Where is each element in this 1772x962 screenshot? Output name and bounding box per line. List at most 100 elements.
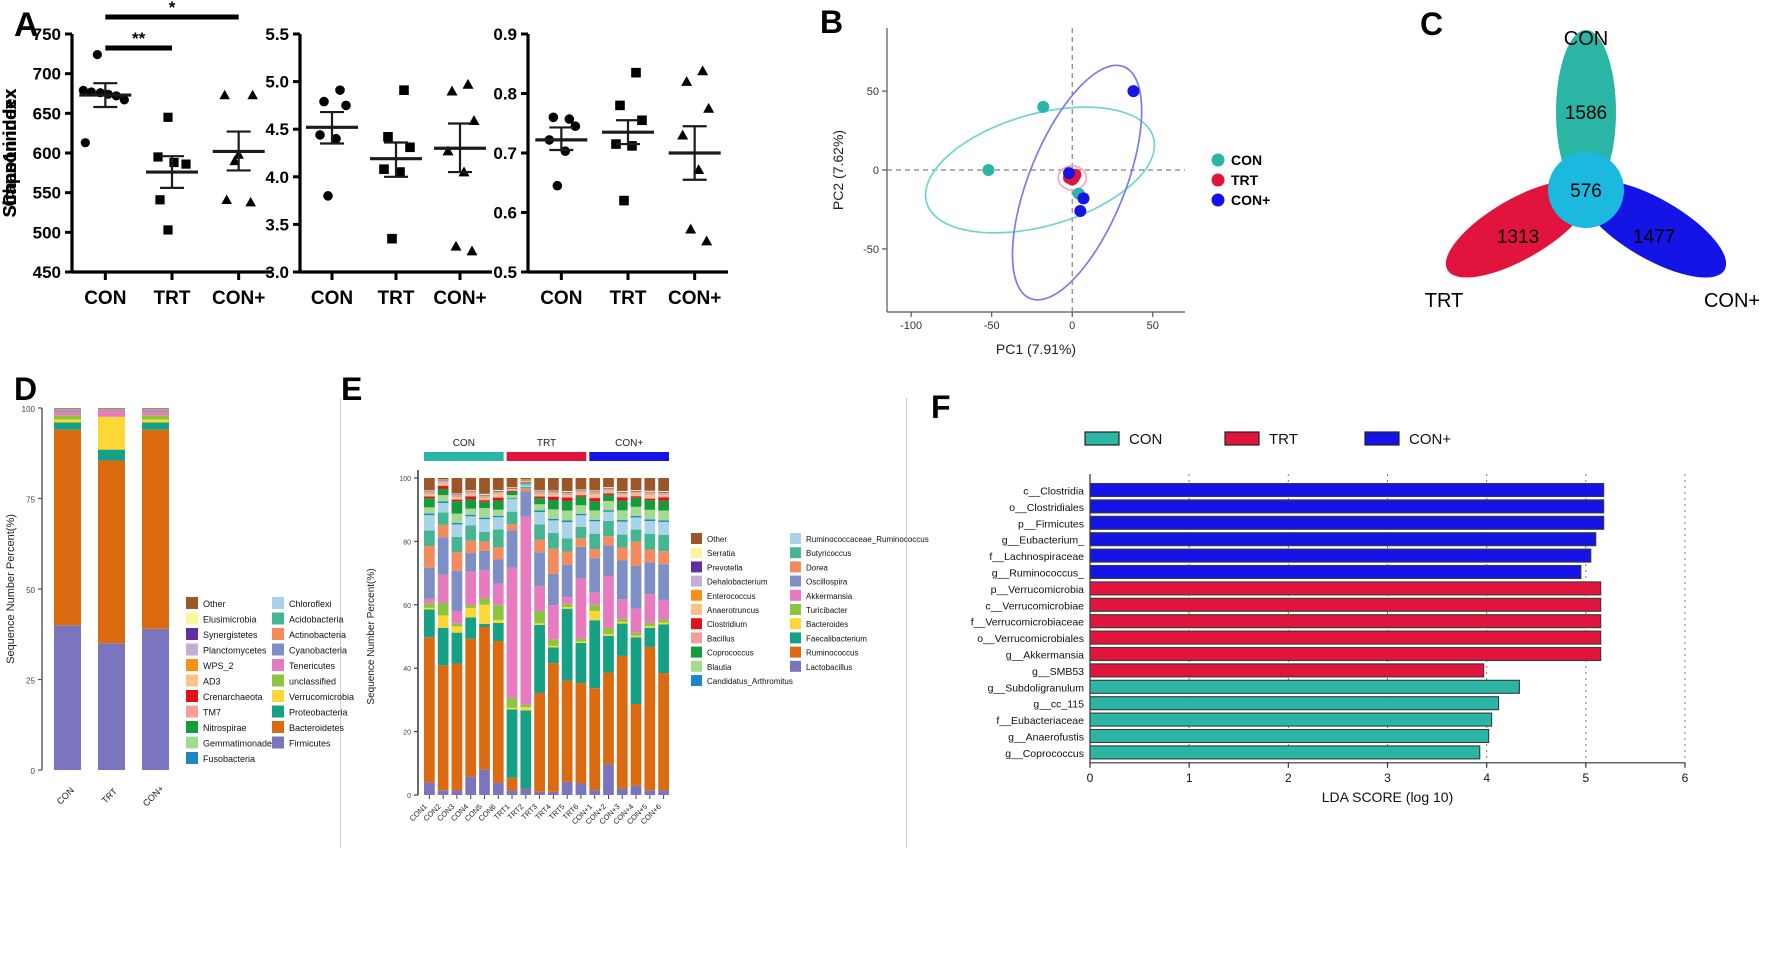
y-tick-label: 4.0: [265, 168, 289, 187]
stack-segment: [465, 776, 477, 795]
stack-segment: [424, 496, 435, 499]
stack-segment: [506, 511, 518, 525]
data-point: [78, 85, 88, 95]
stack-segment: [575, 494, 587, 496]
stack-segment: [520, 479, 532, 481]
stack-segment: [589, 688, 601, 791]
stack-segment: [561, 500, 573, 511]
stack-segment: [589, 491, 601, 492]
stack-segment: [548, 532, 559, 549]
stack-segment: [658, 599, 669, 620]
stack-segment: [424, 637, 435, 783]
legend-label: Synergistetes: [203, 630, 258, 640]
stack-segment: [644, 497, 656, 499]
x-tick-label: TRT: [154, 288, 191, 309]
legend-label: TRT: [1231, 172, 1259, 188]
x-tick-label: CON: [311, 288, 353, 309]
data-point: [619, 195, 629, 206]
stack-segment: [644, 533, 656, 550]
lefse-taxon-label: c__Clostridia: [1023, 486, 1084, 498]
legend-label: Tenericutes: [289, 661, 336, 671]
stack-segment: [465, 617, 477, 639]
stack-segment: [479, 500, 490, 502]
stack-segment: [658, 491, 669, 493]
legend-swatch: [790, 646, 801, 658]
legend-swatch: [186, 659, 198, 671]
legend-swatch: [186, 612, 198, 625]
stack-segment: [603, 634, 614, 636]
stack-segment: [616, 496, 628, 498]
stack-segment: [644, 626, 656, 628]
stack-segment: [589, 620, 601, 689]
panel-label-e: E: [341, 371, 363, 407]
stack-segment: [98, 410, 125, 417]
data-point: [703, 102, 715, 113]
legend-swatch: [691, 561, 702, 573]
stack-segment: [520, 788, 532, 795]
stack-segment: [142, 408, 169, 409]
legend-swatch: [790, 660, 801, 672]
stack-segment: [630, 632, 642, 636]
group-bar-conplus: [589, 452, 669, 461]
data-point: [383, 132, 393, 142]
data-point: [331, 133, 341, 144]
stack-segment: [142, 408, 169, 410]
stack-segment: [561, 478, 573, 492]
legend-label: Acidobacteria: [289, 615, 344, 625]
lefse-taxon-label: g__cc_115: [1033, 699, 1084, 711]
vertical-divider-left: [340, 398, 341, 848]
lefse-taxon-label: f__Verrucomicrobiaceae: [971, 617, 1084, 629]
data-point: [548, 112, 559, 123]
stack-segment: [492, 490, 504, 491]
stack-segment: [630, 608, 642, 633]
stack-segment: [548, 605, 559, 640]
stack-segment: [465, 491, 477, 494]
x-tick-label: -100: [900, 320, 922, 332]
stack-segment: [603, 764, 614, 795]
group-bar-con: [424, 452, 504, 461]
stack-segment: [479, 519, 490, 532]
stack-segment: [589, 790, 601, 795]
stack-segment: [589, 592, 601, 605]
legend-swatch-trt: [1211, 173, 1225, 187]
x-axis-title: LDA SCORE (log 10): [1322, 789, 1454, 805]
x-tick-label: CON: [55, 785, 76, 806]
stack-segment: [644, 594, 656, 623]
stack-segment: [465, 638, 477, 777]
y-tick-label: 0: [31, 767, 36, 776]
stack-segment: [658, 497, 669, 501]
data-point: [163, 225, 173, 235]
venn-label-con: CON: [1564, 28, 1608, 50]
legend-swatch: [272, 628, 284, 640]
stack-segment: [451, 536, 463, 553]
stack-segment: [465, 516, 477, 526]
stack-segment: [630, 785, 642, 795]
lefse-bar: [1089, 745, 1481, 760]
stack-segment: [98, 643, 125, 770]
stack-segment: [589, 501, 601, 511]
stack-segment: [492, 583, 504, 605]
stack-segment: [630, 506, 642, 516]
stack-segment: [520, 488, 532, 492]
data-point: [560, 146, 571, 157]
stack-segment: [644, 646, 656, 791]
stack-segment: [548, 548, 559, 574]
stack-segment: [520, 485, 532, 487]
stack-segment: [575, 546, 587, 579]
stack-segment: [630, 529, 642, 542]
stack-segment: [630, 491, 642, 494]
legend-label: Chloroflexi: [289, 599, 332, 609]
stack-segment: [603, 536, 614, 546]
legend-swatch: [790, 618, 801, 630]
stack-segment: [451, 790, 463, 795]
y-axis-title: Simpson index: [0, 89, 20, 217]
stack-segment: [589, 519, 601, 522]
stack-segment: [479, 531, 490, 542]
stack-segment: [603, 520, 614, 537]
y-tick-label: 5.0: [265, 73, 289, 92]
x-tick-label: TRT: [378, 288, 415, 309]
venn-label-trt: TRT: [1425, 290, 1464, 312]
stack-segment: [54, 410, 81, 416]
stack-segment: [424, 513, 435, 516]
y-tick-label: 700: [33, 65, 61, 84]
